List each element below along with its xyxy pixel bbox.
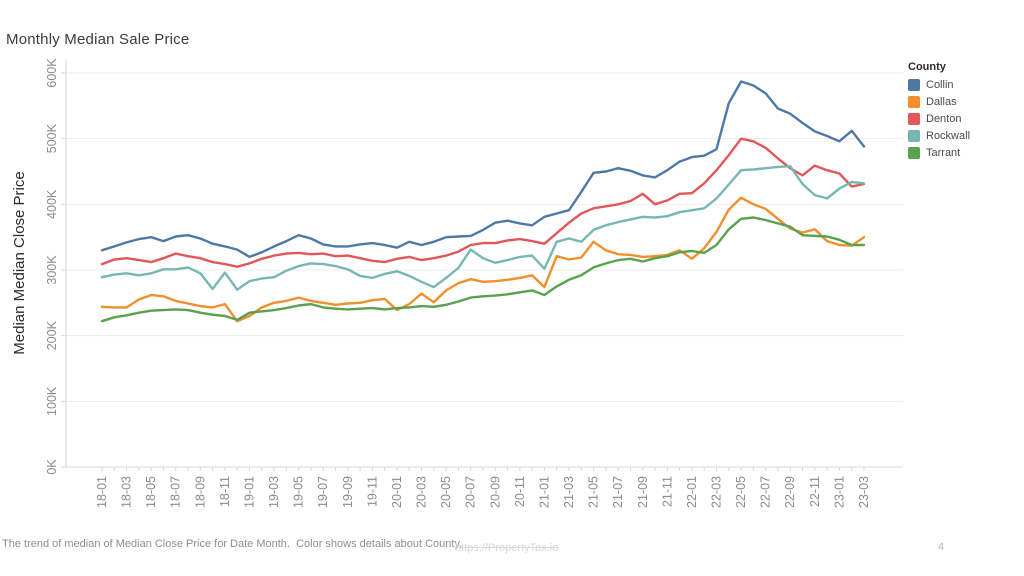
x-tick-label: 23-01 (832, 476, 846, 508)
x-tick-label: 21-09 (636, 476, 650, 508)
denton-color-swatch (908, 113, 920, 125)
legend-label: Collin (926, 79, 954, 91)
legend-label: Dallas (926, 96, 957, 108)
y-tick-label: 600K (45, 58, 59, 88)
y-tick-label: 100K (45, 386, 59, 416)
legend-label: Denton (926, 113, 962, 125)
x-tick-label: 20-03 (415, 476, 429, 508)
x-tick-label: 19-01 (242, 476, 256, 508)
x-tick-label: 20-11 (513, 476, 527, 507)
x-tick-label: 19-09 (341, 476, 355, 508)
x-tick-label: 20-07 (464, 476, 478, 508)
x-tick-label: 19-07 (316, 476, 330, 508)
legend-title: County (908, 61, 946, 73)
county-legend: County Collin Dallas Denton Rockwall Tar… (908, 61, 1018, 162)
y-tick-label: 200K (45, 320, 59, 350)
rockwall-color-swatch (908, 130, 920, 142)
series-line-dallas[interactable] (100, 196, 866, 323)
x-tick-label: 19-11 (365, 476, 379, 507)
x-tick-label: 21-11 (660, 476, 674, 507)
chart-title: Monthly Median Sale Price (6, 31, 190, 48)
page-number: 4 (938, 541, 945, 553)
y-axis-title: Median Median Close Price (11, 171, 28, 354)
dallas-color-swatch (908, 96, 920, 108)
x-tick-label: 22-01 (685, 476, 699, 508)
x-tick-label: 21-03 (562, 476, 576, 508)
series-line-collin[interactable] (100, 80, 866, 259)
y-tick-label: 0K (45, 459, 59, 475)
x-tick-label: 22-11 (808, 476, 822, 507)
collin-color-swatch (908, 79, 920, 91)
chart-caption: The trend of median of Median Close Pric… (2, 538, 463, 550)
legend-item-rockwall[interactable]: Rockwall (908, 128, 1018, 144)
y-tick-label: 300K (45, 255, 59, 285)
x-tick-label: 21-07 (611, 476, 625, 508)
legend-item-collin[interactable]: Collin (908, 77, 1018, 93)
y-tick-label: 400K (45, 189, 59, 219)
tarrant-color-swatch (908, 147, 920, 159)
x-tick-label: 19-03 (267, 476, 281, 508)
x-tick-label: 18-11 (218, 476, 232, 507)
legend-item-dallas[interactable]: Dallas (908, 94, 1018, 110)
x-tick-label: 21-01 (537, 476, 551, 508)
x-tick-label: 18-09 (193, 476, 207, 508)
watermark-url: https://PropertyTax.io (455, 542, 559, 554)
x-tick-label: 19-05 (292, 476, 306, 508)
x-tick-label: 18-05 (144, 476, 158, 508)
legend-item-tarrant[interactable]: Tarrant (908, 145, 1018, 161)
x-tick-label: 18-07 (169, 476, 183, 508)
x-tick-label: 22-03 (710, 476, 724, 508)
x-tick-label: 23-03 (857, 476, 871, 508)
x-tick-label: 22-09 (783, 476, 797, 508)
x-tick-label: 22-05 (734, 476, 748, 508)
series-line-denton[interactable] (100, 137, 866, 268)
x-tick-label: 20-09 (488, 476, 502, 508)
series-line-tarrant[interactable] (100, 216, 866, 323)
x-tick-label: 20-05 (439, 476, 453, 508)
x-tick-label: 18-03 (120, 476, 134, 508)
legend-label: Tarrant (926, 147, 961, 159)
y-tick-label: 500K (45, 123, 59, 153)
x-tick-label: 20-01 (390, 476, 404, 508)
legend-label: Rockwall (926, 130, 971, 142)
x-tick-label: 22-07 (759, 476, 773, 508)
x-tick-label: 21-05 (587, 476, 601, 508)
series-line-rockwall[interactable] (100, 164, 866, 291)
x-tick-label: 18-01 (95, 476, 109, 508)
legend-item-denton[interactable]: Denton (908, 111, 1018, 127)
